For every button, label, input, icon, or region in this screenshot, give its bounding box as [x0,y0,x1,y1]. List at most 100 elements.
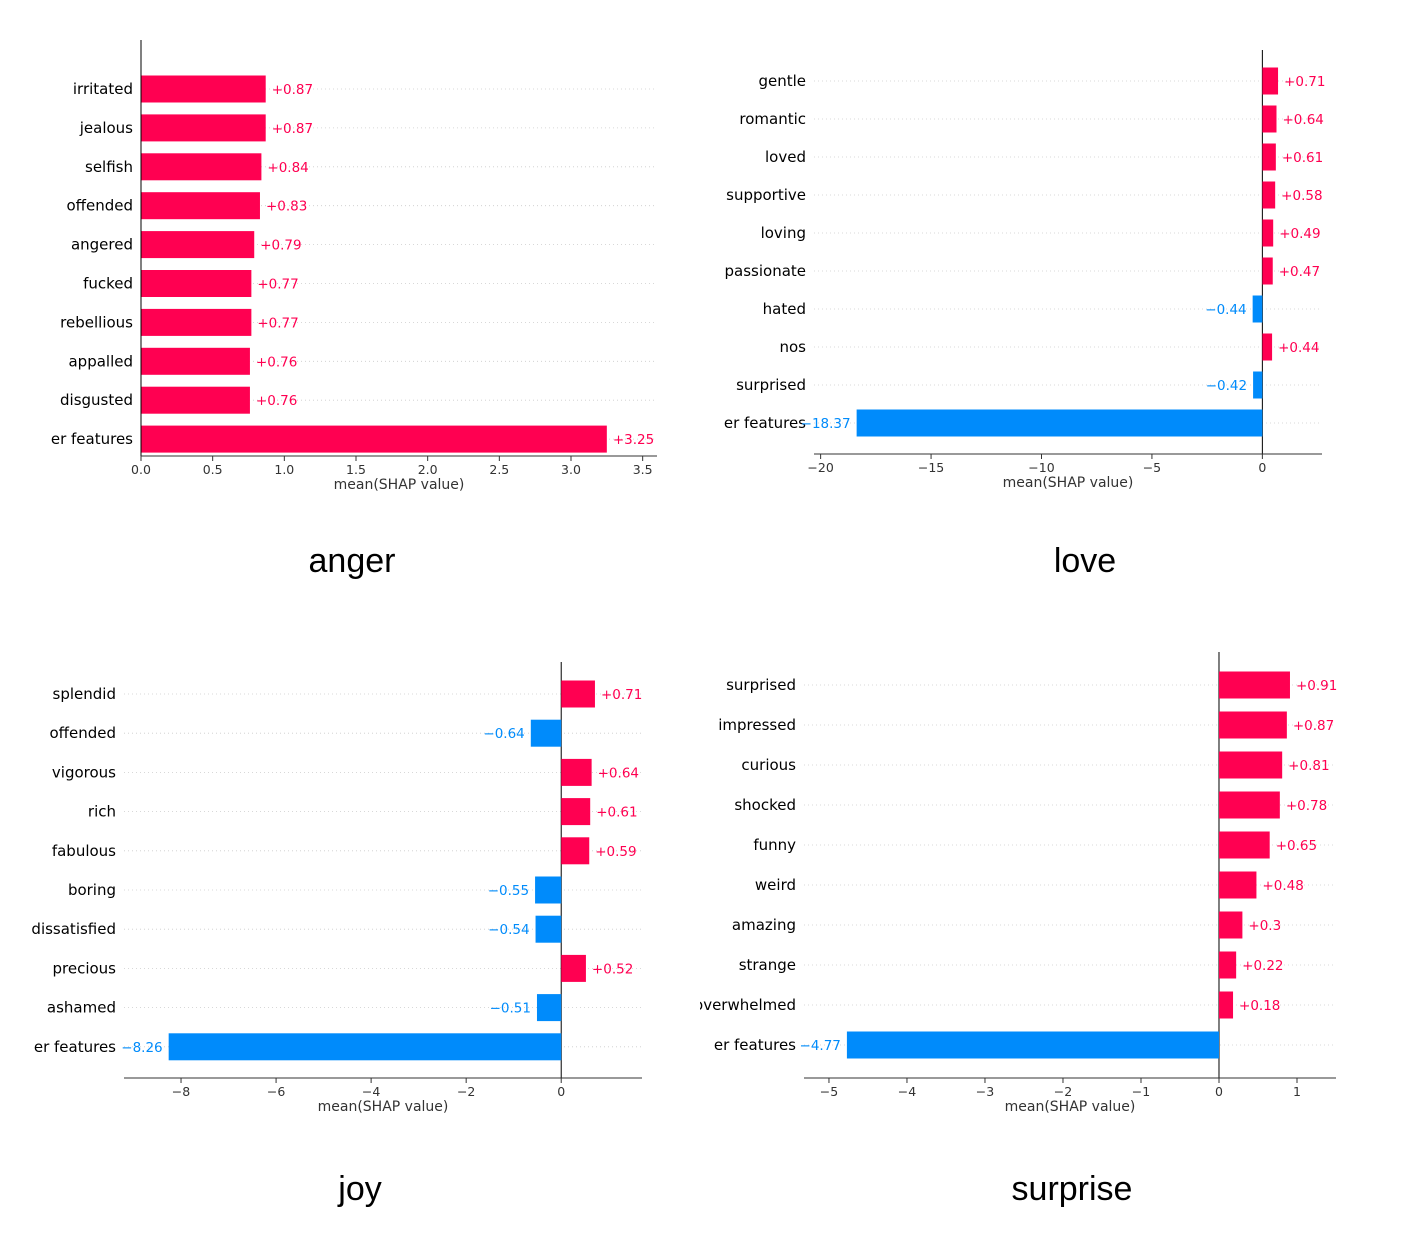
anger-category-label: appalled [68,352,133,370]
joy-bar-splendid [561,680,595,708]
anger-value-label: +3.25 [613,432,654,448]
joy-value-label: −0.54 [488,922,529,938]
surprise-bar-weird [1218,871,1257,899]
love-category-label: er features [724,414,806,432]
love-value-label: +0.58 [1281,188,1322,204]
surprise-bar-curious [1218,751,1283,779]
joy-category-label: offended [49,724,116,742]
love-value-label: +0.64 [1283,112,1324,128]
joy-x-axis-label: mean(SHAP value) [318,1099,449,1115]
joy-bar-vigorous [561,758,592,786]
anger-bar-disgusted [141,386,250,414]
joy-category-label: dissatisfied [31,920,116,938]
anger-bar-offended [141,192,260,220]
anger-value-label: +0.76 [256,354,297,370]
surprise-value-label: +0.48 [1262,878,1303,894]
anger-value-label: +0.83 [266,199,307,215]
joy-bar-ashamed [536,994,562,1022]
love-bar-hated [1252,295,1263,323]
love-x-tick-label: −5 [1143,460,1161,475]
joy-bar-er-features [168,1033,562,1061]
surprise-x-tick-label: −1 [1132,1084,1150,1099]
love-category-label: romantic [739,110,806,128]
anger-shap-chart: irritated +0.87 jealous +0.87 selfish +0.84 of… [51,40,657,493]
anger-bar-fucked [141,270,252,297]
love-bar-loving [1262,219,1274,247]
surprise-value-label: +0.18 [1239,998,1280,1014]
surprise-bar-overwhelmed [1218,991,1234,1019]
joy-value-label: +0.64 [598,765,639,781]
surprise-category-label: shocked [734,796,796,814]
joy-category-label: boring [68,881,116,899]
surprise-shap-chart: surprised +0.91 impressed +0.87 curious +0.81… [700,652,1337,1115]
love-x-tick-label: −10 [1028,460,1054,475]
love-value-label: +0.49 [1279,226,1320,242]
surprise-category-label: er features [714,1036,796,1054]
surprise-bar-strange [1218,951,1237,979]
surprise-value-label: +0.65 [1276,838,1317,854]
surprise-bar-impressed [1218,711,1287,739]
anger-value-label: +0.77 [257,315,298,331]
love-value-label: −18.37 [801,416,851,432]
anger-bar-appalled [141,347,250,375]
surprise-x-tick-label: 1 [1293,1084,1301,1099]
anger-category-label: jealous [79,119,133,137]
surprise-category-label: impressed [718,716,796,734]
love-category-label: loved [765,148,806,166]
anger-category-label: rebellious [60,313,133,331]
love-category-label: nos [780,338,807,356]
love-caption: love [1053,542,1117,580]
anger-value-label: +0.84 [267,160,308,176]
surprise-value-label: +0.78 [1286,798,1327,814]
surprise-x-tick-label: 0 [1215,1084,1223,1099]
anger-category-label: fucked [83,275,133,293]
love-x-tick-label: 0 [1258,460,1266,475]
anger-x-tick-label: 1.5 [346,462,366,477]
surprise-bar-surprised [1218,671,1290,699]
surprise-category-label: curious [741,756,796,774]
surprise-category-label: strange [739,956,796,974]
anger-bar-angered [141,231,255,259]
surprise-x-tick-label: −2 [1054,1084,1072,1099]
surprise-bar-funny [1218,831,1270,859]
joy-value-label: −8.26 [121,1040,162,1056]
joy-category-label: vigorous [52,763,116,781]
joy-value-label: −0.51 [490,1001,531,1017]
joy-bar-precious [561,954,586,982]
surprise-caption: surprise [1011,1170,1133,1208]
love-value-label: −0.42 [1206,378,1247,394]
joy-category-label: rich [88,803,116,821]
love-category-label: surprised [736,376,806,394]
surprise-value-label: +0.3 [1248,918,1281,934]
anger-value-label: +0.76 [256,393,297,409]
anger-category-label: disgusted [60,391,133,409]
anger-bar-selfish [141,153,262,181]
joy-value-label: −0.64 [483,726,524,742]
love-bar-passionate [1262,257,1273,285]
joy-x-tick-label: −8 [172,1084,190,1099]
joy-bar-fabulous [561,837,590,865]
surprise-x-tick-label: −5 [820,1084,838,1099]
surprise-category-label: weird [755,876,796,894]
surprise-bar-er-features [846,1031,1219,1059]
love-bar-nos [1262,333,1273,361]
love-category-label: hated [763,300,806,318]
anger-bar-irritated [141,75,266,103]
love-x-tick-label: −15 [918,460,944,475]
joy-value-label: +0.59 [595,844,636,860]
surprise-category-label: funny [753,836,796,854]
anger-x-tick-label: 1.0 [274,462,294,477]
love-bar-loved [1262,143,1276,171]
anger-bar-er-features [141,425,607,453]
surprise-category-label: overwhelmed [700,996,796,1014]
anger-category-label: irritated [73,80,133,98]
anger-value-label: +0.87 [272,82,313,98]
anger-category-label: selfish [85,158,133,176]
love-bar-romantic [1262,105,1277,133]
love-bar-supportive [1262,181,1276,209]
surprise-value-label: +0.81 [1288,758,1329,774]
surprise-value-label: +0.91 [1296,678,1337,694]
love-category-label: passionate [725,262,807,280]
joy-value-label: +0.52 [592,961,633,977]
